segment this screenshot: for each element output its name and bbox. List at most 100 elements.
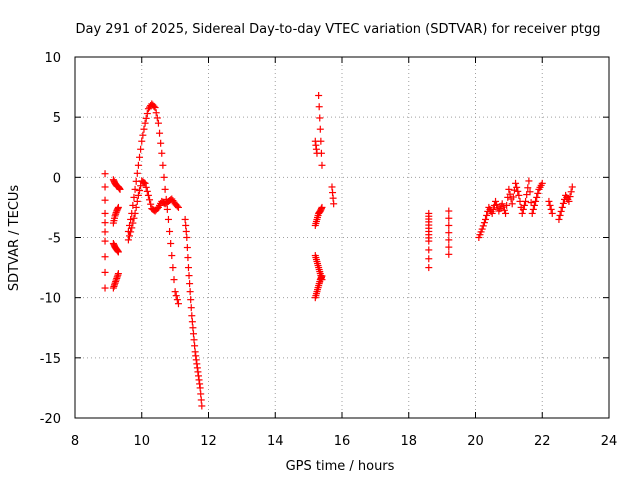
- data-point: [520, 201, 528, 209]
- data-point: [143, 110, 151, 118]
- data-point: [128, 224, 136, 232]
- data-point: [132, 203, 140, 211]
- data-point: [556, 211, 564, 219]
- data-point: [522, 197, 530, 205]
- data-point: [482, 215, 490, 223]
- data-point: [127, 215, 135, 223]
- data-point: [483, 211, 491, 219]
- data-point: [503, 201, 511, 209]
- data-point: [445, 214, 453, 222]
- x-tick-label: 8: [71, 434, 79, 449]
- data-point: [101, 284, 109, 292]
- data-point: [114, 270, 122, 278]
- data-point: [124, 236, 132, 244]
- data-point: [157, 139, 165, 147]
- data-point: [101, 253, 109, 261]
- data-point: [137, 182, 145, 190]
- data-point: [445, 243, 453, 251]
- data-point: [519, 205, 527, 213]
- y-tick-label: -10: [40, 292, 61, 307]
- data-point: [445, 221, 453, 229]
- data-point: [143, 187, 151, 195]
- data-point: [425, 246, 433, 254]
- data-point: [445, 250, 453, 258]
- data-point: [183, 244, 191, 252]
- data-point: [138, 137, 146, 145]
- data-point: [318, 161, 326, 169]
- data-point: [136, 187, 144, 195]
- y-tick-label: 0: [53, 171, 61, 186]
- data-point: [530, 201, 538, 209]
- data-point: [183, 234, 191, 241]
- data-point: [498, 200, 506, 208]
- data-point: [153, 114, 161, 122]
- data-point: [533, 193, 541, 201]
- data-point: [171, 288, 179, 296]
- data-point: [129, 219, 137, 227]
- data-point: [126, 232, 134, 240]
- data-point: [557, 207, 565, 215]
- y-tick-label: 5: [53, 111, 61, 126]
- data-point: [330, 200, 338, 208]
- data-point: [137, 145, 145, 153]
- data-point: [154, 119, 162, 127]
- data-point: [526, 188, 534, 196]
- y-tick-label: -15: [40, 352, 61, 367]
- data-point: [499, 203, 507, 211]
- y-axis-label: SDTVAR / TECUs: [7, 185, 22, 292]
- data-point: [315, 103, 323, 111]
- data-point: [158, 149, 166, 157]
- data-point: [500, 206, 508, 214]
- x-axis-label: GPS time / hours: [286, 459, 395, 474]
- data-point: [318, 203, 326, 211]
- data-point: [505, 185, 513, 193]
- data-point: [315, 92, 323, 100]
- data-point: [197, 390, 205, 398]
- data-point: [130, 193, 138, 201]
- points-layer: [101, 92, 576, 410]
- data-point: [150, 102, 158, 110]
- data-point: [196, 384, 204, 392]
- data-point: [182, 221, 190, 229]
- data-point: [445, 229, 453, 237]
- data-point: [130, 214, 138, 222]
- data-point: [184, 264, 192, 272]
- data-point: [566, 193, 574, 201]
- data-point: [114, 203, 122, 211]
- data-point: [164, 215, 172, 223]
- data-point: [317, 149, 325, 157]
- data-point: [174, 300, 182, 308]
- data-point: [133, 197, 141, 205]
- data-point: [425, 264, 433, 272]
- data-point: [186, 280, 194, 288]
- data-point: [479, 222, 487, 230]
- data-point: [159, 161, 167, 169]
- data-point: [502, 209, 510, 217]
- data-point: [538, 179, 546, 187]
- data-point: [197, 396, 205, 404]
- data-point: [142, 183, 150, 191]
- data-point: [316, 114, 324, 122]
- data-point: [174, 203, 182, 211]
- data-point: [191, 342, 199, 350]
- data-point: [545, 197, 553, 205]
- data-point: [173, 296, 181, 304]
- data-point: [514, 187, 522, 195]
- data-point: [185, 272, 193, 280]
- data-point: [188, 312, 196, 320]
- data-point: [141, 179, 149, 187]
- data-point: [548, 209, 556, 217]
- data-point: [493, 201, 501, 209]
- data-point: [198, 402, 206, 410]
- data-point: [152, 109, 160, 117]
- data-point: [131, 209, 139, 217]
- data-point: [445, 207, 453, 215]
- data-point: [101, 183, 109, 191]
- x-tick-label: 14: [267, 434, 284, 449]
- data-point: [488, 209, 496, 217]
- data-point: [445, 236, 453, 244]
- data-point: [189, 324, 197, 332]
- y-tick-label: -5: [48, 232, 61, 247]
- data-point: [116, 185, 124, 193]
